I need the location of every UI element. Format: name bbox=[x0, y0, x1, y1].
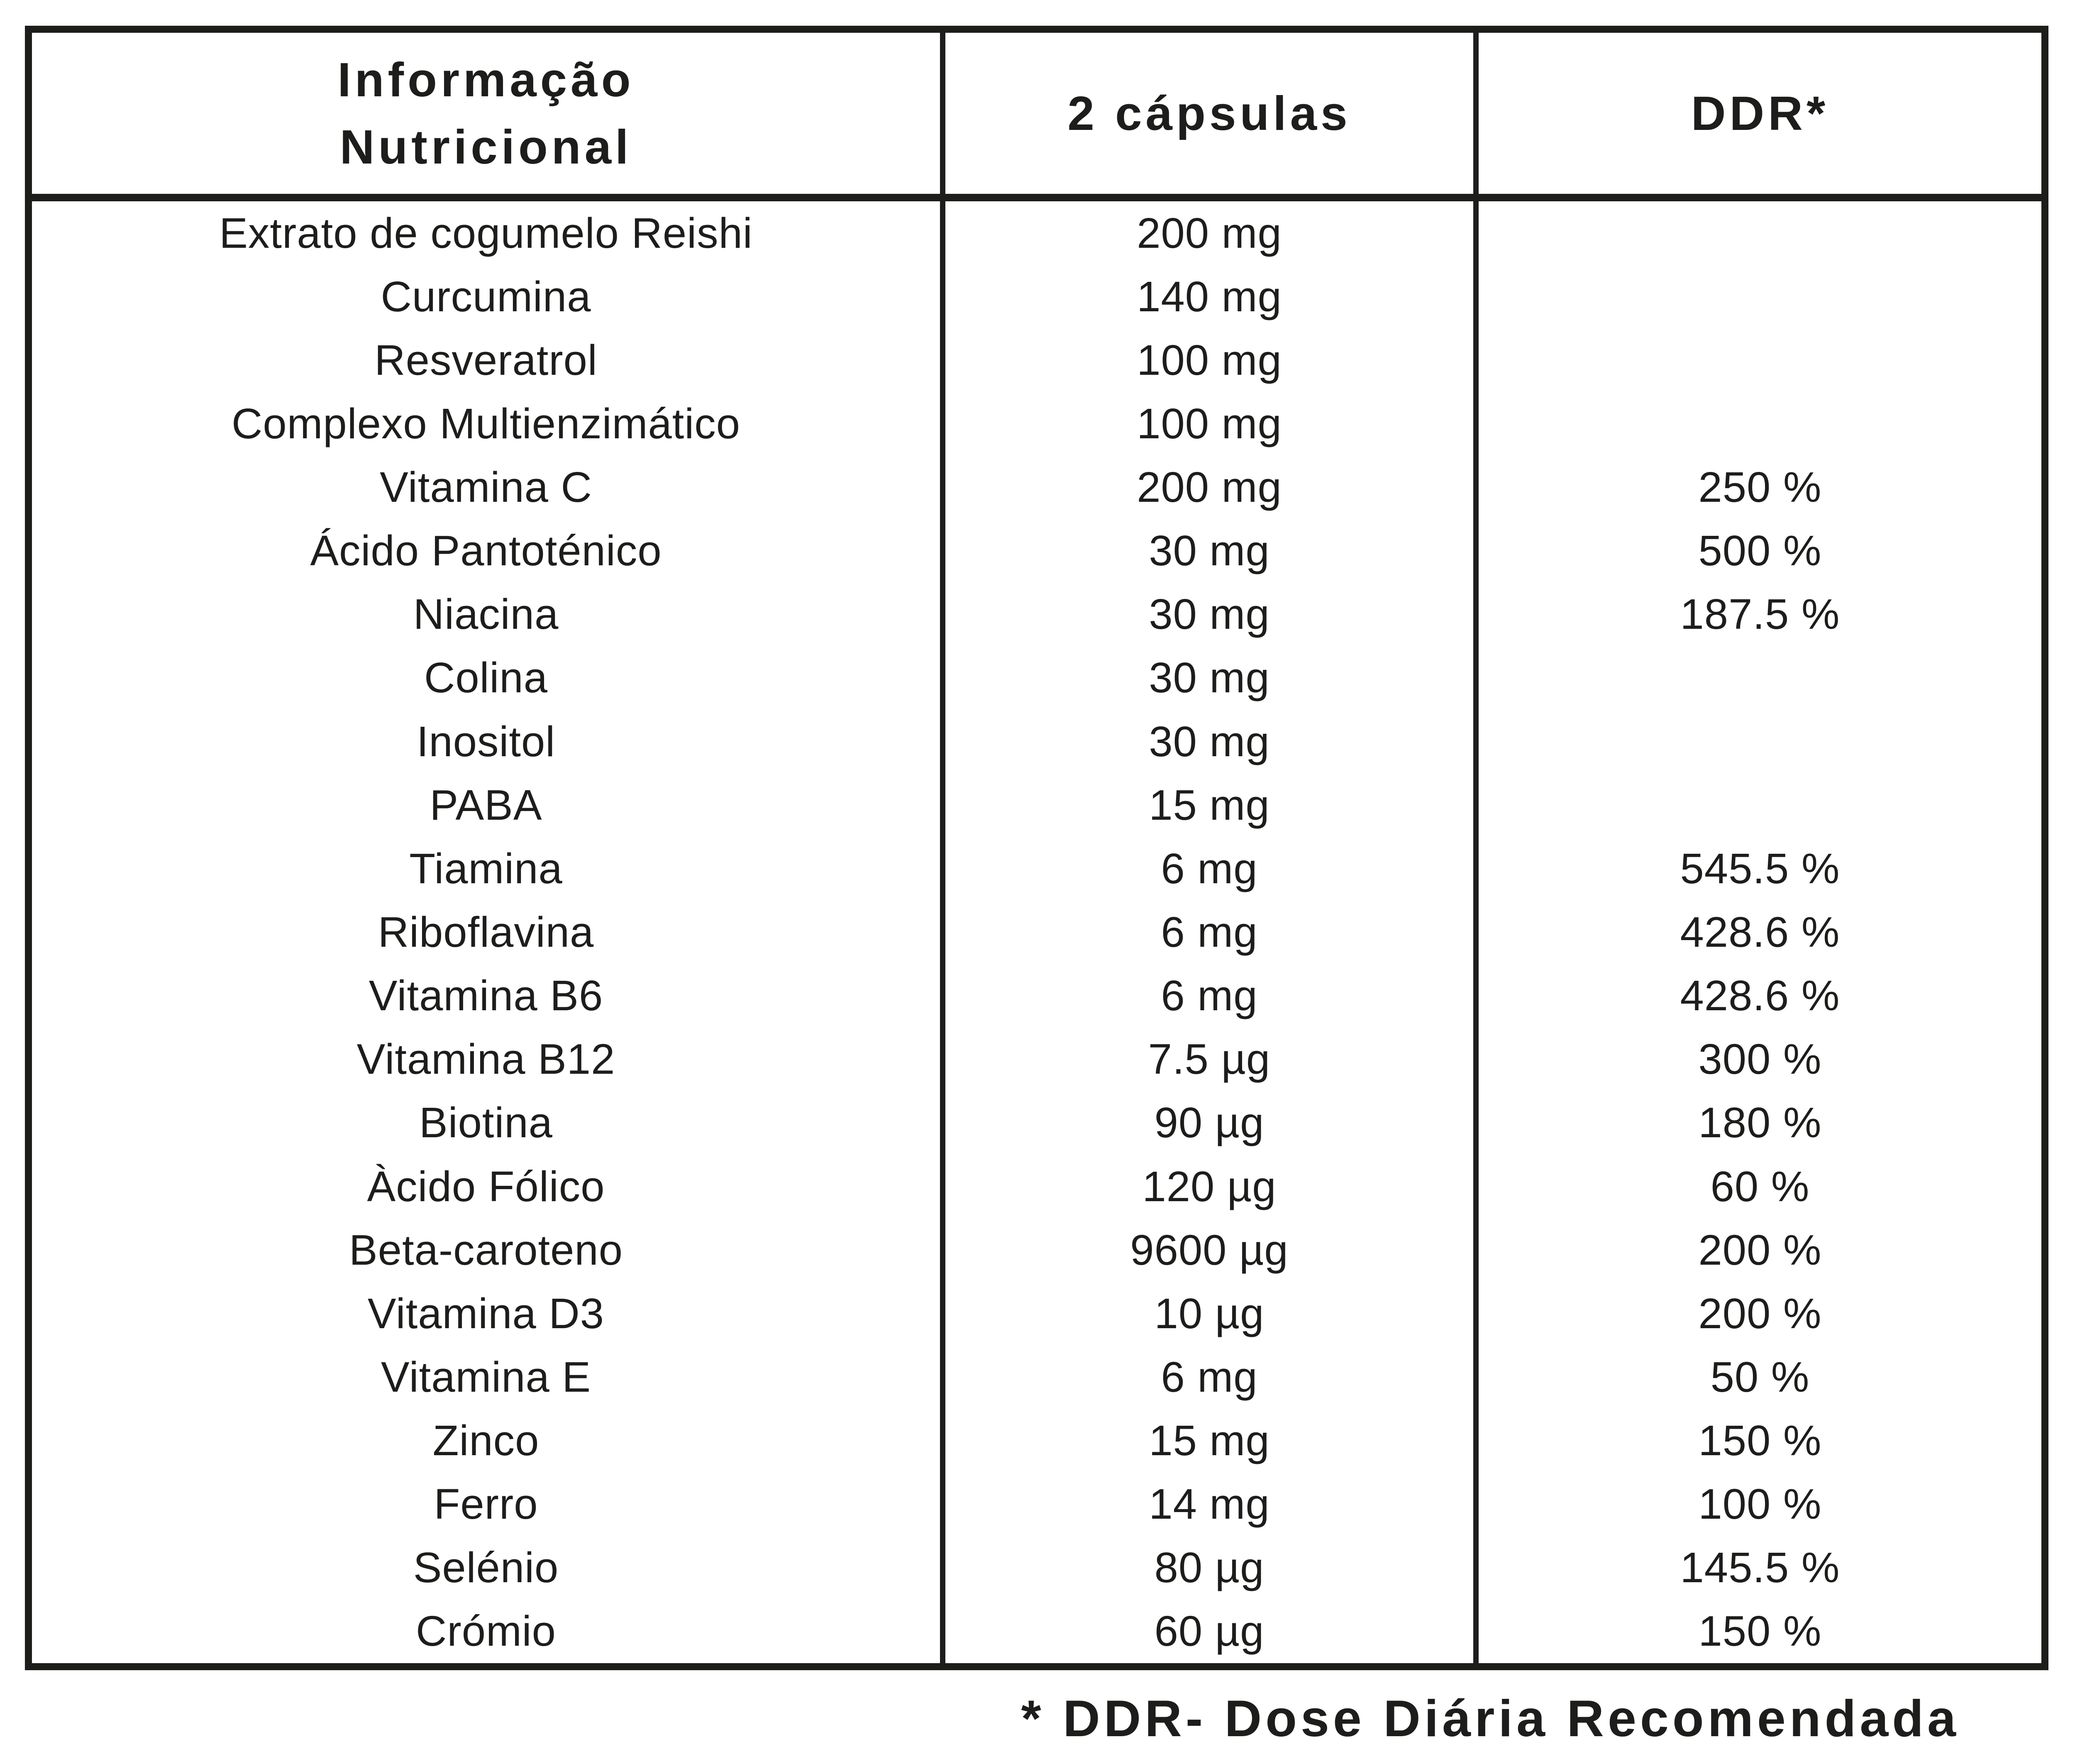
row-amount-per-2-capsules: 6 mg bbox=[940, 964, 1473, 1028]
row-nutrient-name: Àcido Fólico bbox=[367, 1162, 605, 1210]
row-ddr-percent: 100 % bbox=[1473, 1472, 2041, 1536]
row-nutrient-name: Riboflavina bbox=[378, 908, 594, 956]
row-ddr-percent: 150 % bbox=[1473, 1409, 2041, 1473]
row-nutrient-name: Vitamina D3 bbox=[367, 1289, 605, 1337]
row-amount-per-2-capsules: 30 mg bbox=[940, 710, 1473, 774]
header-ddr: DDR* bbox=[1473, 33, 2041, 194]
header-informacao-nutricional: Informação Nutricional bbox=[32, 33, 940, 194]
header-nutricional-line2: Nutricional bbox=[339, 120, 632, 174]
row-ddr-percent bbox=[1473, 392, 2041, 456]
row-nutrient-name: Resveratrol bbox=[374, 336, 598, 384]
row-ddr-percent: 500 % bbox=[1473, 519, 2041, 583]
row-nutrient-name: Inositol bbox=[416, 717, 556, 765]
row-nutrient-name: Colina bbox=[424, 654, 548, 702]
row-amount-per-2-capsules: 10 µg bbox=[940, 1282, 1473, 1346]
row-amount-per-2-capsules: 140 mg bbox=[940, 265, 1473, 329]
nutrition-table: Informação Nutricional 2 cápsulas DDR* E… bbox=[25, 26, 2048, 1670]
row-nutrient-name: Tiamina bbox=[409, 844, 563, 892]
row-amount-per-2-capsules: 6 mg bbox=[940, 837, 1473, 901]
row-nutrient-name: Biotina bbox=[419, 1099, 553, 1147]
row-amount-per-2-capsules: 60 µg bbox=[940, 1599, 1473, 1663]
row-nutrient-name: Ferro bbox=[434, 1480, 538, 1528]
row-ddr-percent: 50 % bbox=[1473, 1345, 2041, 1409]
row-amount-per-2-capsules: 120 µg bbox=[940, 1154, 1473, 1219]
row-ddr-percent: 428.6 % bbox=[1473, 900, 2041, 964]
row-amount-per-2-capsules: 15 mg bbox=[940, 1409, 1473, 1473]
row-ddr-percent: 300 % bbox=[1473, 1027, 2041, 1091]
row-ddr-percent: 60 % bbox=[1473, 1154, 2041, 1219]
table-header-row: Informação Nutricional 2 cápsulas DDR* bbox=[32, 33, 2041, 201]
ddr-footnote: * DDR- Dose Diária Recomendada bbox=[1021, 1690, 1960, 1747]
row-nutrient-name: Extrato de cogumelo Reishi bbox=[219, 209, 753, 257]
row-ddr-percent bbox=[1473, 328, 2041, 392]
row-ddr-percent: 187.5 % bbox=[1473, 582, 2041, 646]
row-ddr-percent bbox=[1473, 646, 2041, 710]
row-amount-per-2-capsules: 90 µg bbox=[940, 1091, 1473, 1155]
row-ddr-percent: 180 % bbox=[1473, 1091, 2041, 1155]
row-nutrient-name: Curcumina bbox=[381, 272, 591, 320]
row-ddr-percent: 150 % bbox=[1473, 1599, 2041, 1663]
row-nutrient-name: PABA bbox=[430, 781, 542, 829]
header-2-capsulas: 2 cápsulas bbox=[940, 33, 1473, 194]
row-ddr-percent bbox=[1473, 201, 2041, 265]
row-amount-per-2-capsules: 80 µg bbox=[940, 1536, 1473, 1600]
table-body: Extrato de cogumelo Reishi 200 mg Curcumin… bbox=[32, 201, 2041, 1663]
row-ddr-percent: 545.5 % bbox=[1473, 837, 2041, 901]
row-ddr-percent: 145.5 % bbox=[1473, 1536, 2041, 1600]
row-ddr-percent bbox=[1473, 265, 2041, 329]
row-amount-per-2-capsules: 100 mg bbox=[940, 328, 1473, 392]
header-informacao-line1: Informação bbox=[337, 53, 635, 107]
row-amount-per-2-capsules: 7.5 µg bbox=[940, 1027, 1473, 1091]
row-nutrient-name: Vitamina E bbox=[381, 1353, 591, 1401]
row-nutrient-name: Crómio bbox=[416, 1607, 556, 1655]
row-amount-per-2-capsules: 30 mg bbox=[940, 582, 1473, 646]
row-amount-per-2-capsules: 100 mg bbox=[940, 392, 1473, 456]
row-ddr-percent: 428.6 % bbox=[1473, 964, 2041, 1028]
row-nutrient-name: Complexo Multienzimático bbox=[231, 399, 741, 447]
row-amount-per-2-capsules: 9600 µg bbox=[940, 1218, 1473, 1282]
row-amount-per-2-capsules: 6 mg bbox=[940, 900, 1473, 964]
row-nutrient-name: Ácido Pantoténico bbox=[310, 527, 662, 575]
row-nutrient-name: Vitamina B12 bbox=[356, 1035, 615, 1083]
row-nutrient-name: Zinco bbox=[432, 1417, 540, 1465]
row-nutrient-name: Beta-caroteno bbox=[349, 1226, 623, 1274]
row-ddr-percent: 250 % bbox=[1473, 455, 2041, 519]
row-nutrient-name: Vitamina C bbox=[380, 463, 592, 511]
row-nutrient-name: Vitamina B6 bbox=[369, 972, 603, 1020]
row-amount-per-2-capsules: 15 mg bbox=[940, 773, 1473, 837]
row-ddr-percent bbox=[1473, 710, 2041, 774]
row-amount-per-2-capsules: 30 mg bbox=[940, 646, 1473, 710]
row-ddr-percent: 200 % bbox=[1473, 1282, 2041, 1346]
row-nutrient-name: Niacina bbox=[413, 590, 559, 638]
row-amount-per-2-capsules: 30 mg bbox=[940, 519, 1473, 583]
row-amount-per-2-capsules: 200 mg bbox=[940, 201, 1473, 265]
row-amount-per-2-capsules: 14 mg bbox=[940, 1472, 1473, 1536]
row-nutrient-name: Selénio bbox=[413, 1544, 559, 1592]
row-amount-per-2-capsules: 6 mg bbox=[940, 1345, 1473, 1409]
row-amount-per-2-capsules: 200 mg bbox=[940, 455, 1473, 519]
row-ddr-percent bbox=[1473, 773, 2041, 837]
row-ddr-percent: 200 % bbox=[1473, 1218, 2041, 1282]
